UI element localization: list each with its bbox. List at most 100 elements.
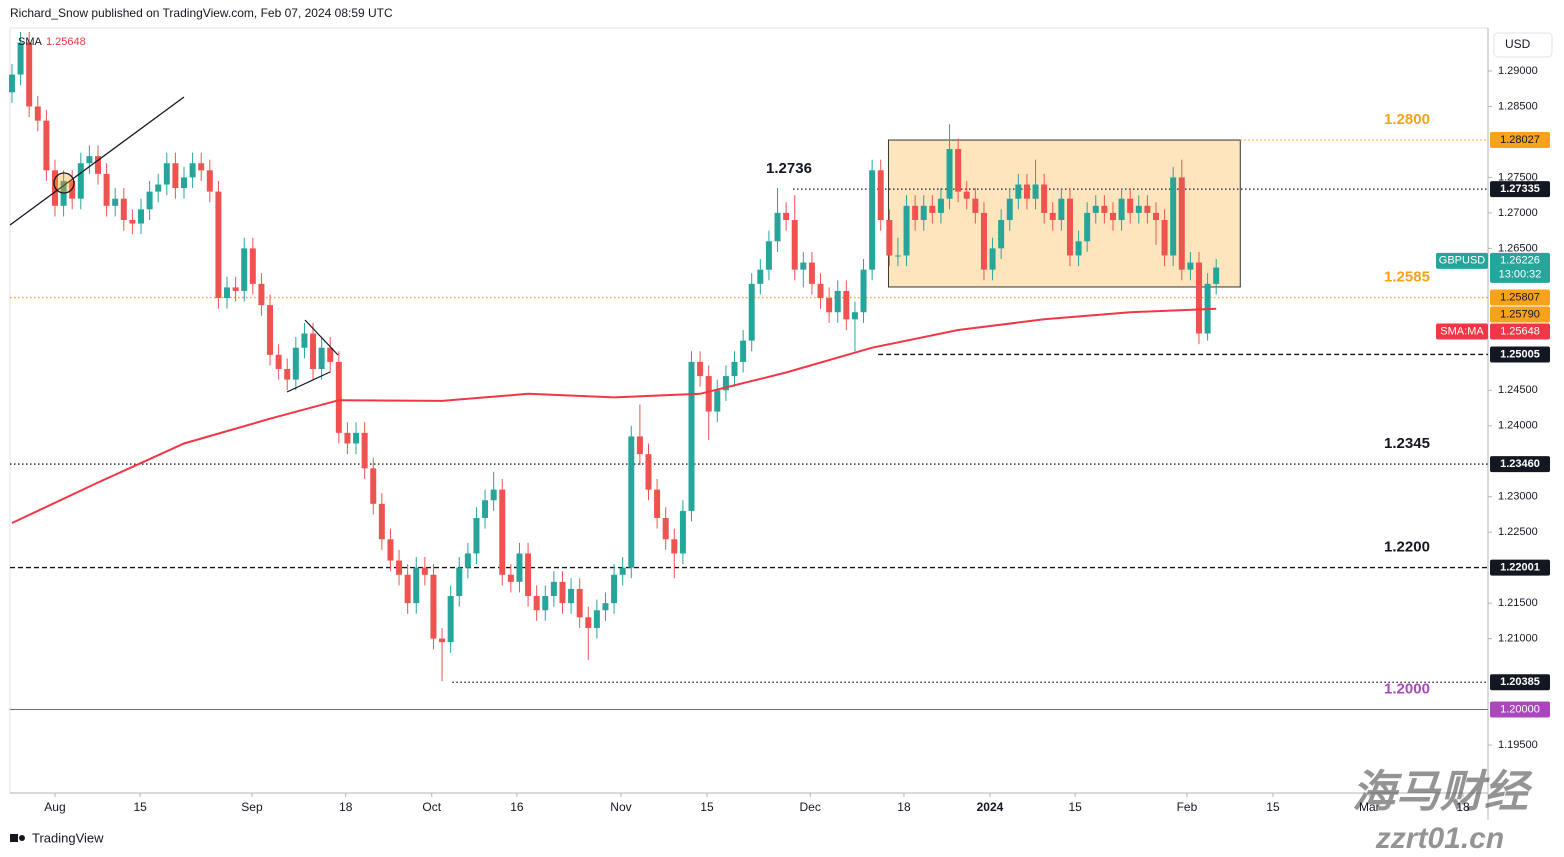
symbol-tag bbox=[1436, 323, 1488, 340]
candle-body bbox=[585, 617, 592, 628]
candle-body bbox=[963, 191, 970, 199]
candle-body bbox=[146, 191, 153, 210]
candle-body bbox=[826, 298, 833, 313]
candle-body bbox=[189, 163, 196, 178]
candle-body bbox=[353, 432, 360, 444]
candle-body bbox=[1195, 262, 1202, 334]
x-tick-label: Oct bbox=[422, 800, 441, 814]
candle-body bbox=[731, 361, 738, 377]
y-tick-label: 1.29000 bbox=[1498, 65, 1538, 77]
triangle-line bbox=[286, 371, 331, 393]
candle-body bbox=[1101, 205, 1108, 213]
level-label: 1.2736 bbox=[766, 160, 812, 177]
candle-body bbox=[1109, 212, 1116, 220]
candle-body bbox=[671, 539, 678, 554]
candle-body bbox=[26, 42, 33, 107]
x-tick-label: Nov bbox=[610, 800, 631, 814]
candle-body bbox=[120, 198, 127, 220]
candle-body bbox=[516, 553, 523, 582]
candle-body bbox=[662, 517, 669, 540]
candle-body bbox=[654, 489, 661, 518]
candle-body bbox=[774, 212, 781, 242]
candle-body bbox=[955, 149, 962, 192]
level-label: 1.2345 bbox=[1384, 435, 1430, 452]
candle-body bbox=[1135, 205, 1142, 213]
candle-body bbox=[593, 610, 600, 628]
candle-body bbox=[129, 219, 136, 224]
candle-body bbox=[17, 42, 24, 75]
price-tag bbox=[1490, 132, 1550, 149]
candle-body bbox=[791, 219, 798, 270]
candle-body bbox=[1023, 184, 1030, 199]
price-tag bbox=[1490, 289, 1550, 306]
price-tag-label: 1.22001 bbox=[1500, 561, 1540, 573]
candle-body bbox=[1066, 198, 1073, 256]
x-tick-label: Dec bbox=[800, 800, 821, 814]
price-tag-label: 1.25807 bbox=[1500, 291, 1540, 303]
x-tick-label: 15 bbox=[1266, 800, 1280, 814]
candle-body bbox=[817, 283, 824, 299]
symbol-tag-label: GBPUSD bbox=[1439, 255, 1486, 267]
y-tick-label: 1.26500 bbox=[1498, 242, 1538, 254]
candle-body bbox=[34, 106, 41, 121]
triangle-line bbox=[304, 319, 339, 356]
candle-body bbox=[172, 163, 179, 189]
candle-body bbox=[533, 596, 540, 611]
candle-body bbox=[447, 596, 454, 643]
candle-body bbox=[138, 209, 145, 224]
y-tick-label: 1.23000 bbox=[1498, 491, 1538, 503]
candle-body bbox=[1049, 212, 1056, 220]
x-tick-label: Aug bbox=[44, 800, 65, 814]
x-tick-label: 18 bbox=[897, 800, 911, 814]
candle-body bbox=[275, 354, 282, 369]
candle-body bbox=[439, 638, 446, 643]
symbol-tag bbox=[1436, 252, 1488, 269]
candle-body bbox=[714, 390, 721, 412]
candle-body bbox=[473, 517, 480, 554]
price-tag-label: 1.25005 bbox=[1500, 348, 1540, 360]
candle-body bbox=[783, 212, 790, 220]
level-label: 1.2800 bbox=[1384, 111, 1430, 128]
y-tick-label: 1.27500 bbox=[1498, 171, 1538, 183]
price-tag bbox=[1490, 306, 1550, 323]
watermark: zzrt01.cn bbox=[1375, 822, 1504, 855]
level-label: 1.2200 bbox=[1384, 539, 1430, 556]
price-tag bbox=[1490, 181, 1550, 198]
price-tag bbox=[1490, 674, 1550, 691]
candle-body bbox=[482, 500, 489, 518]
candle-body bbox=[8, 74, 15, 93]
y-tick-label: 1.19500 bbox=[1498, 739, 1538, 751]
candle-body bbox=[198, 163, 205, 171]
candle-body bbox=[1075, 241, 1082, 256]
x-tick-label: 2024 bbox=[977, 800, 1004, 814]
candle-body bbox=[112, 198, 119, 206]
candle-body bbox=[215, 191, 222, 299]
candle-body bbox=[1127, 198, 1134, 213]
candle-body bbox=[94, 156, 101, 174]
candle-body bbox=[628, 436, 635, 568]
candle-body bbox=[912, 205, 919, 220]
candle-body bbox=[1084, 212, 1091, 242]
candle-body bbox=[851, 312, 858, 320]
candle-body bbox=[886, 219, 893, 256]
top-layer: 1.2800 1.2736 1.2585 1.2345 1.2200 1.2000 bbox=[9, 96, 1430, 698]
candle-body bbox=[808, 262, 815, 284]
candle-body bbox=[499, 489, 506, 575]
candle-body bbox=[1032, 184, 1039, 199]
candle-body bbox=[1006, 198, 1013, 220]
y-tick-label: 1.21000 bbox=[1498, 633, 1538, 645]
levels-layer bbox=[10, 139, 1488, 711]
legend-value: 1.25648 bbox=[46, 36, 86, 48]
candle-body bbox=[103, 173, 110, 206]
candle-body bbox=[301, 333, 308, 348]
price-tag bbox=[1490, 701, 1550, 718]
candle-body bbox=[456, 567, 463, 597]
candle-body bbox=[1178, 177, 1185, 270]
candle-body bbox=[688, 361, 695, 511]
currency-button[interactable] bbox=[1493, 32, 1553, 58]
logo-mark bbox=[19, 835, 25, 841]
footer-logo: TradingView bbox=[10, 830, 104, 845]
watermark: 海马财经 bbox=[1352, 768, 1533, 817]
